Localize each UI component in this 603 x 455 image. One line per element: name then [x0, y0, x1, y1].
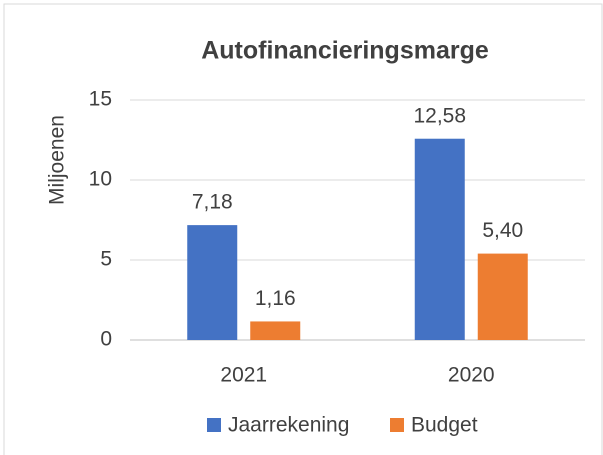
legend-label: Jaarrekening	[228, 414, 349, 437]
bar	[414, 138, 465, 340]
bar	[250, 321, 301, 340]
y-tick-label: 15	[89, 88, 112, 111]
y-tick-label: 10	[89, 168, 112, 191]
chart-title: Autofinancieringsmarge	[201, 37, 489, 65]
bar	[477, 253, 528, 340]
value-label: 1,16	[255, 287, 296, 310]
x-tick-label: 2021	[220, 364, 267, 387]
value-label: 7,18	[192, 191, 233, 214]
bar	[187, 225, 238, 340]
legend-swatch	[390, 418, 404, 432]
legend-label: Budget	[411, 414, 478, 437]
chart-border	[3, 3, 603, 455]
value-label: 12,58	[413, 104, 466, 127]
y-axis-label: Miljoenen	[46, 115, 69, 205]
legend-swatch	[207, 418, 221, 432]
x-tick-label: 2020	[448, 364, 495, 387]
y-tick-label: 5	[100, 248, 112, 271]
y-tick-label: 0	[100, 328, 112, 351]
value-label: 5,40	[482, 219, 523, 242]
